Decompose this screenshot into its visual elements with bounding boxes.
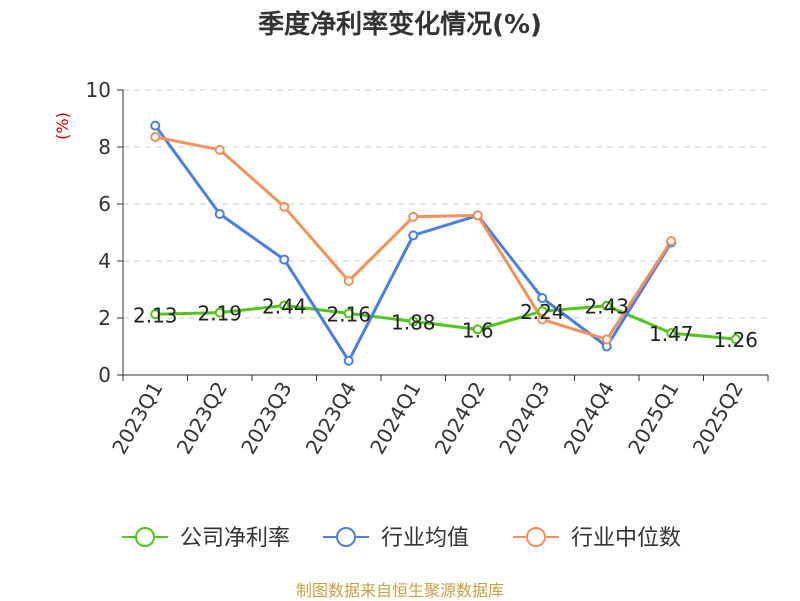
data-point xyxy=(214,208,225,219)
x-tick-label: 2023Q3 xyxy=(236,378,296,459)
x-tick-labels: 2023Q1 2023Q2 2023Q3 2023Q4 2024Q1 2024Q2 2024… xyxy=(107,378,748,459)
grid-lines xyxy=(123,89,768,319)
data-point xyxy=(408,211,419,222)
data-point xyxy=(150,309,161,320)
x-tick-label: 2025Q2 xyxy=(688,378,748,459)
series-lines xyxy=(150,120,741,366)
y-tick-label: 0 xyxy=(98,363,111,387)
data-point xyxy=(408,230,419,241)
data-point xyxy=(472,324,483,335)
x-tick-label: 2024Q4 xyxy=(559,378,619,459)
data-point xyxy=(601,300,612,311)
y-tick-label: 8 xyxy=(98,135,111,159)
x-tick-label: 2023Q4 xyxy=(301,378,361,459)
data-point xyxy=(666,328,677,339)
data-point xyxy=(214,307,225,318)
legend-marker xyxy=(135,527,155,547)
x-tick-label: 2023Q2 xyxy=(172,378,232,459)
data-point xyxy=(343,275,354,286)
data-point xyxy=(150,132,161,143)
legend-marker xyxy=(526,527,546,547)
x-tick-label: 2024Q1 xyxy=(365,378,425,459)
data-label: 2.19 xyxy=(197,302,242,326)
y-tick-labels: 0 2 4 6 8 10 xyxy=(86,78,111,387)
chart-title: 季度净利率变化情况(%) xyxy=(258,10,542,40)
legend-item: 行业均值 xyxy=(323,526,469,551)
series-line-0 xyxy=(155,304,736,341)
data-point xyxy=(537,293,548,304)
data-label: 1.88 xyxy=(391,310,436,334)
legend-label: 行业均值 xyxy=(381,526,469,551)
legend-item: 公司净利率 xyxy=(122,526,290,551)
legend-label: 公司净利率 xyxy=(180,526,290,551)
axes xyxy=(117,89,769,381)
source-note: 制图数据来自恒生聚源数据库 xyxy=(295,581,504,600)
data-label: 1.47 xyxy=(649,322,694,346)
data-point xyxy=(343,308,354,319)
data-label: 1.26 xyxy=(713,328,758,352)
data-label: 1.6 xyxy=(462,318,494,342)
data-point xyxy=(408,316,419,327)
data-label: 2.44 xyxy=(262,294,307,318)
y-tick-label: 6 xyxy=(98,192,111,216)
data-labels: 2.13 2.19 2.44 2.16 1.88 1.6 2.24 2.43 1.47 1.26 xyxy=(133,294,758,352)
x-tick-label: 2024Q2 xyxy=(430,378,490,459)
data-point xyxy=(150,120,161,131)
data-label: 2.43 xyxy=(584,295,629,319)
legend-label: 行业中位数 xyxy=(571,526,681,551)
legend: 公司净利率 行业均值 行业中位数 xyxy=(122,526,681,551)
x-tick-label: 2024Q3 xyxy=(494,378,554,459)
data-point xyxy=(730,334,741,345)
data-label: 2.13 xyxy=(133,303,178,327)
data-point xyxy=(279,254,290,265)
y-tick-label: 2 xyxy=(98,306,111,330)
y-axis-label: (%) xyxy=(53,112,72,140)
data-point xyxy=(279,300,290,311)
y-tick-label: 4 xyxy=(98,249,111,273)
legend-marker xyxy=(336,527,356,547)
data-point xyxy=(279,201,290,212)
legend-item: 行业中位数 xyxy=(513,526,681,551)
data-point xyxy=(601,334,612,345)
x-tick-label: 2025Q1 xyxy=(623,378,683,459)
data-point xyxy=(343,355,354,366)
x-tick-label: 2023Q1 xyxy=(107,378,167,459)
data-point xyxy=(214,144,225,155)
y-tick-label: 10 xyxy=(86,78,111,102)
data-point xyxy=(666,236,677,247)
data-point xyxy=(537,314,548,325)
data-point xyxy=(472,210,483,221)
data-label: 2.16 xyxy=(326,302,371,326)
data-label: 2.24 xyxy=(520,300,565,324)
